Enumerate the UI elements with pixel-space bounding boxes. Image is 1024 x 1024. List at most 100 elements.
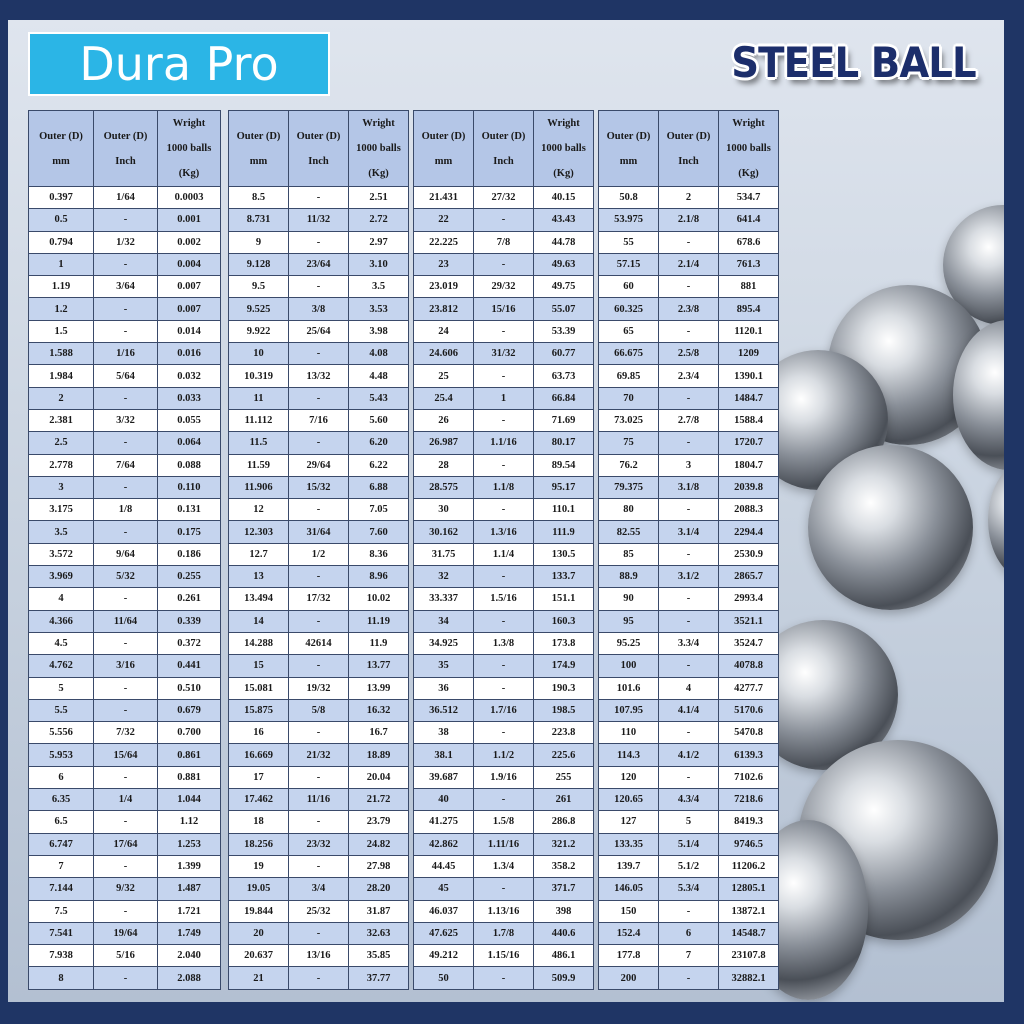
- cell: 26.987: [413, 431, 474, 455]
- cell: 2.1/8: [658, 208, 719, 232]
- data-row: 18-23.79: [228, 810, 409, 834]
- data-row: 15-13.77: [228, 654, 409, 678]
- data-row: 9.922 25/64 3.98: [228, 319, 409, 344]
- data-row: 26-71.69: [413, 408, 594, 433]
- header-text: Outer (D): [666, 130, 711, 142]
- cell: 34: [413, 609, 474, 633]
- cell: 12.303: [228, 520, 289, 544]
- cell: 7.938: [28, 944, 94, 968]
- cell: 1.3/8: [473, 631, 534, 656]
- cell: 42.862: [413, 832, 474, 856]
- cell: 16.669: [228, 743, 289, 767]
- cell: 89.54: [533, 453, 594, 477]
- data-row: 0.794 1/32 0.002: [28, 230, 221, 254]
- data-row: 12-7.05: [228, 498, 409, 522]
- cell: 3.3/4: [658, 631, 719, 656]
- data-row: 2.381 3/32 0.055: [28, 408, 221, 433]
- cell: 13/32: [288, 364, 349, 388]
- cell: 38: [413, 721, 474, 745]
- header-text: Inch: [493, 155, 514, 167]
- cell: 1.5: [28, 319, 94, 344]
- data-row: 12.303 31/64 7.60: [228, 520, 409, 544]
- cell: 3/32: [93, 408, 158, 433]
- cell: 1.749: [157, 921, 221, 946]
- cell: 3.53: [348, 297, 409, 321]
- cell: 5.1/4: [658, 832, 719, 856]
- data-row: 53.975 2.1/8 641.4: [598, 208, 779, 232]
- cell: -: [288, 565, 349, 589]
- cell: 2.088: [157, 966, 221, 990]
- cell: 0.372: [157, 631, 221, 656]
- cell: -: [658, 966, 719, 990]
- cell: 1.15/16: [473, 944, 534, 968]
- data-row: 10-4.08: [228, 342, 409, 366]
- cell: 286.8: [533, 810, 594, 834]
- cell: 53.975: [598, 208, 659, 232]
- cell: 20.04: [348, 765, 409, 790]
- data-row: 79.375 3.1/8 2039.8: [598, 475, 779, 500]
- cell: -: [473, 676, 534, 700]
- cell: 1484.7: [718, 386, 779, 410]
- cell: 15/16: [473, 297, 534, 321]
- cell: 60.77: [533, 342, 594, 366]
- data-row: 19.844 25/32 31.87: [228, 899, 409, 923]
- data-row: 55-678.6: [598, 230, 779, 254]
- cell: 5: [28, 676, 94, 700]
- data-row: 46.037 1.13/16 398: [413, 899, 594, 923]
- cell: 11/64: [93, 609, 158, 633]
- cell: -: [288, 342, 349, 366]
- data-row: 4-0.261: [28, 587, 221, 611]
- cell: 80: [598, 498, 659, 522]
- cell: -: [288, 498, 349, 522]
- data-row: 1.19 3/64 0.007: [28, 275, 221, 299]
- cell: 7/64: [93, 453, 158, 477]
- data-row: 90-2993.4: [598, 587, 779, 611]
- data-row: 14.288 42614 11.9: [228, 631, 409, 656]
- cell: 28: [413, 453, 474, 477]
- cell: 33.337: [413, 587, 474, 611]
- data-row: 95-3521.1: [598, 609, 779, 633]
- cell: 1/4: [93, 788, 158, 812]
- header-row: Outer (D) mm Outer (D) Inch Wright 1000 balls…: [228, 110, 409, 187]
- cell: 65: [598, 319, 659, 344]
- data-row: 9.128 23/64 3.10: [228, 252, 409, 277]
- cell: 0.679: [157, 698, 221, 723]
- data-row: 80-2088.3: [598, 498, 779, 522]
- cell: 55.07: [533, 297, 594, 321]
- cell: 30: [413, 498, 474, 522]
- steel-ball: [808, 445, 973, 610]
- cell: 3/4: [288, 877, 349, 901]
- cell: 29/64: [288, 453, 349, 477]
- header-text: Wright: [732, 118, 765, 129]
- data-row: 88.9 3.1/2 2865.7: [598, 565, 779, 589]
- header-cell: Outer (D) mm: [413, 110, 474, 187]
- cell: -: [658, 498, 719, 522]
- cell: 7.05: [348, 498, 409, 522]
- cell: 7: [28, 854, 94, 879]
- cell: 13.77: [348, 654, 409, 678]
- data-row: 14-11.19: [228, 609, 409, 633]
- cell: 110.1: [533, 498, 594, 522]
- header-cell: Outer (D) mm: [28, 110, 94, 187]
- cell: 36.512: [413, 698, 474, 723]
- cell: 0.175: [157, 520, 221, 544]
- cell: 8419.3: [718, 810, 779, 834]
- cell: 55: [598, 230, 659, 254]
- cell: 32: [413, 565, 474, 589]
- cell: -: [658, 654, 719, 678]
- cell: 50: [413, 966, 474, 990]
- cell: 0.131: [157, 498, 221, 522]
- cell: 10.319: [228, 364, 289, 388]
- cell: 7.5: [28, 899, 94, 923]
- cell: -: [93, 297, 158, 321]
- header-text: Outer (D): [39, 130, 83, 142]
- cell: 53.39: [533, 319, 594, 344]
- cell: 18.89: [348, 743, 409, 767]
- cell: 0.007: [157, 275, 221, 299]
- data-row: 19-27.98: [228, 854, 409, 879]
- cell: -: [93, 319, 158, 344]
- cell: 44.45: [413, 854, 474, 879]
- cell: 4.08: [348, 342, 409, 366]
- cell: 2294.4: [718, 520, 779, 544]
- header-text: Inch: [115, 155, 136, 167]
